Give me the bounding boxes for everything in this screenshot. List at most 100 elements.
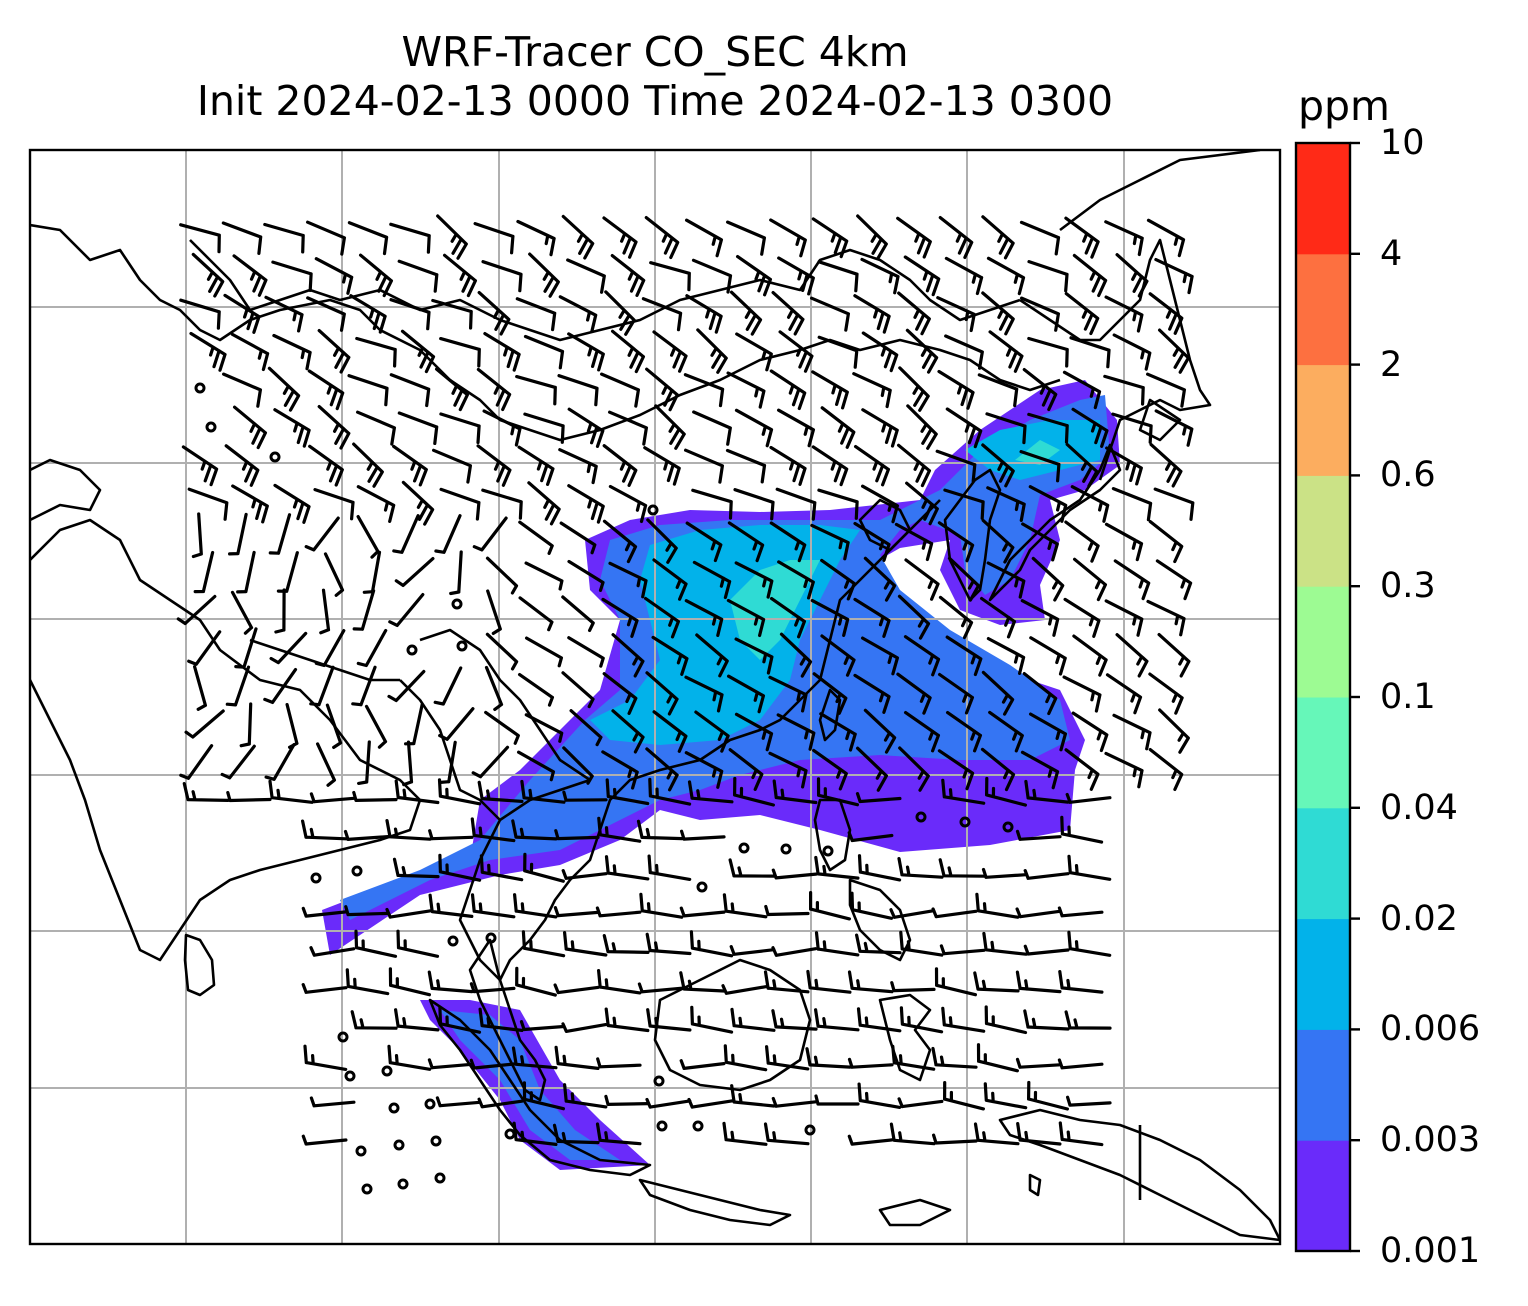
wind-barb [191, 252, 225, 298]
wind-barb [517, 750, 555, 782]
calm-marker [361, 1183, 373, 1195]
wind-barb [267, 366, 301, 412]
wind-barb [1019, 220, 1061, 256]
wind-barb [479, 854, 524, 882]
wind-barb [512, 1121, 558, 1146]
calm-marker [447, 935, 459, 947]
wind-barb [476, 444, 512, 487]
wind-barb [937, 521, 975, 563]
wind-barb [605, 778, 650, 806]
wind-barb [696, 328, 728, 374]
wind-barb [685, 294, 723, 334]
wind-barb [449, 550, 463, 596]
wind-barb [934, 967, 977, 997]
wind-barb [222, 372, 262, 408]
wind-barb [518, 596, 554, 632]
plot-title: WRF-Tracer CO_SEC 4km Init 2024-02-13 00… [30, 28, 1280, 126]
wind-barb [976, 1043, 1019, 1073]
wind-barb [563, 1083, 608, 1109]
wind-barb [941, 778, 986, 805]
wind-barb [436, 214, 468, 260]
wind-barb [897, 1097, 944, 1109]
wind-barb [763, 970, 810, 994]
wind-barb [301, 819, 348, 841]
wind-barb [1015, 907, 1062, 919]
wind-barb [814, 1008, 860, 1032]
wind-barb [485, 632, 519, 671]
wind-barb [597, 816, 642, 843]
wind-barb [897, 443, 931, 488]
coastline-timor [878, 1198, 952, 1227]
wind-barb [891, 1044, 936, 1071]
wind-barb [1058, 970, 1104, 994]
colorbar-segment [1296, 475, 1350, 587]
wind-barb [567, 636, 605, 668]
coastline-arabia [30, 458, 102, 522]
wind-barb [778, 330, 814, 373]
colorbar-segment [1296, 1140, 1350, 1252]
wind-barb [723, 1044, 768, 1072]
wind-barb [652, 558, 688, 601]
calm-marker [337, 1031, 349, 1043]
coastline-malay-peninsula [468, 938, 547, 1102]
wind-barb [1113, 559, 1151, 601]
wind-barb [1154, 409, 1194, 447]
wind-barb [600, 372, 640, 408]
wind-barb [552, 1123, 600, 1145]
wind-barb [654, 404, 686, 450]
wind-barb [601, 597, 639, 638]
gridlines [30, 150, 1280, 1244]
wind-barb [1064, 216, 1100, 259]
colorbar-tick-label: 0.003 [1380, 1120, 1481, 1161]
wind-barb [733, 776, 775, 807]
wind-barb [602, 444, 638, 487]
wind-barb [931, 907, 978, 919]
calm-marker [194, 382, 206, 394]
wind-barb [1027, 260, 1069, 293]
wind-barb [389, 222, 431, 254]
wind-barb [847, 1134, 894, 1146]
wind-barb [309, 665, 335, 707]
calm-marker [915, 811, 927, 823]
wind-barb [481, 488, 523, 520]
wind-barb [352, 442, 384, 488]
wind-barb [438, 740, 457, 784]
calm-marker [738, 842, 750, 854]
wind-barb [679, 971, 726, 993]
wind-barb [554, 829, 600, 841]
wind-barb [771, 291, 805, 336]
wind-barb [685, 218, 723, 258]
wind-barb [182, 782, 230, 802]
wind-barb [1105, 673, 1143, 715]
calm-marker [696, 881, 708, 893]
wind-barb [179, 744, 214, 780]
wind-barb [981, 518, 1015, 564]
wind-barb [323, 552, 345, 597]
wind-barb [263, 222, 305, 254]
wind-barb [932, 1133, 978, 1145]
wind-barb [695, 633, 729, 678]
wind-barb [234, 627, 258, 669]
wind-barb [861, 331, 899, 373]
wind-barb [1148, 672, 1184, 715]
wind-barb [239, 702, 253, 748]
wind-barb [981, 291, 1015, 336]
wind-barb [1019, 450, 1061, 483]
wind-barb [1148, 748, 1184, 791]
wind-barb [853, 673, 891, 714]
wind-barb [561, 214, 595, 260]
wind-barb [852, 372, 892, 409]
wind-barb [221, 221, 263, 255]
wind-barb [567, 407, 605, 448]
calm-marker [351, 865, 363, 877]
wind-barb [317, 329, 351, 374]
wind-barb [604, 1094, 650, 1106]
wind-barb [692, 410, 732, 446]
wind-barb [472, 516, 508, 552]
wind-barb [947, 556, 981, 602]
wind-barb [779, 632, 813, 678]
wind-barb [645, 367, 679, 412]
wind-barb [303, 1044, 348, 1071]
wind-barb [477, 291, 511, 336]
wind-barb [764, 904, 810, 917]
